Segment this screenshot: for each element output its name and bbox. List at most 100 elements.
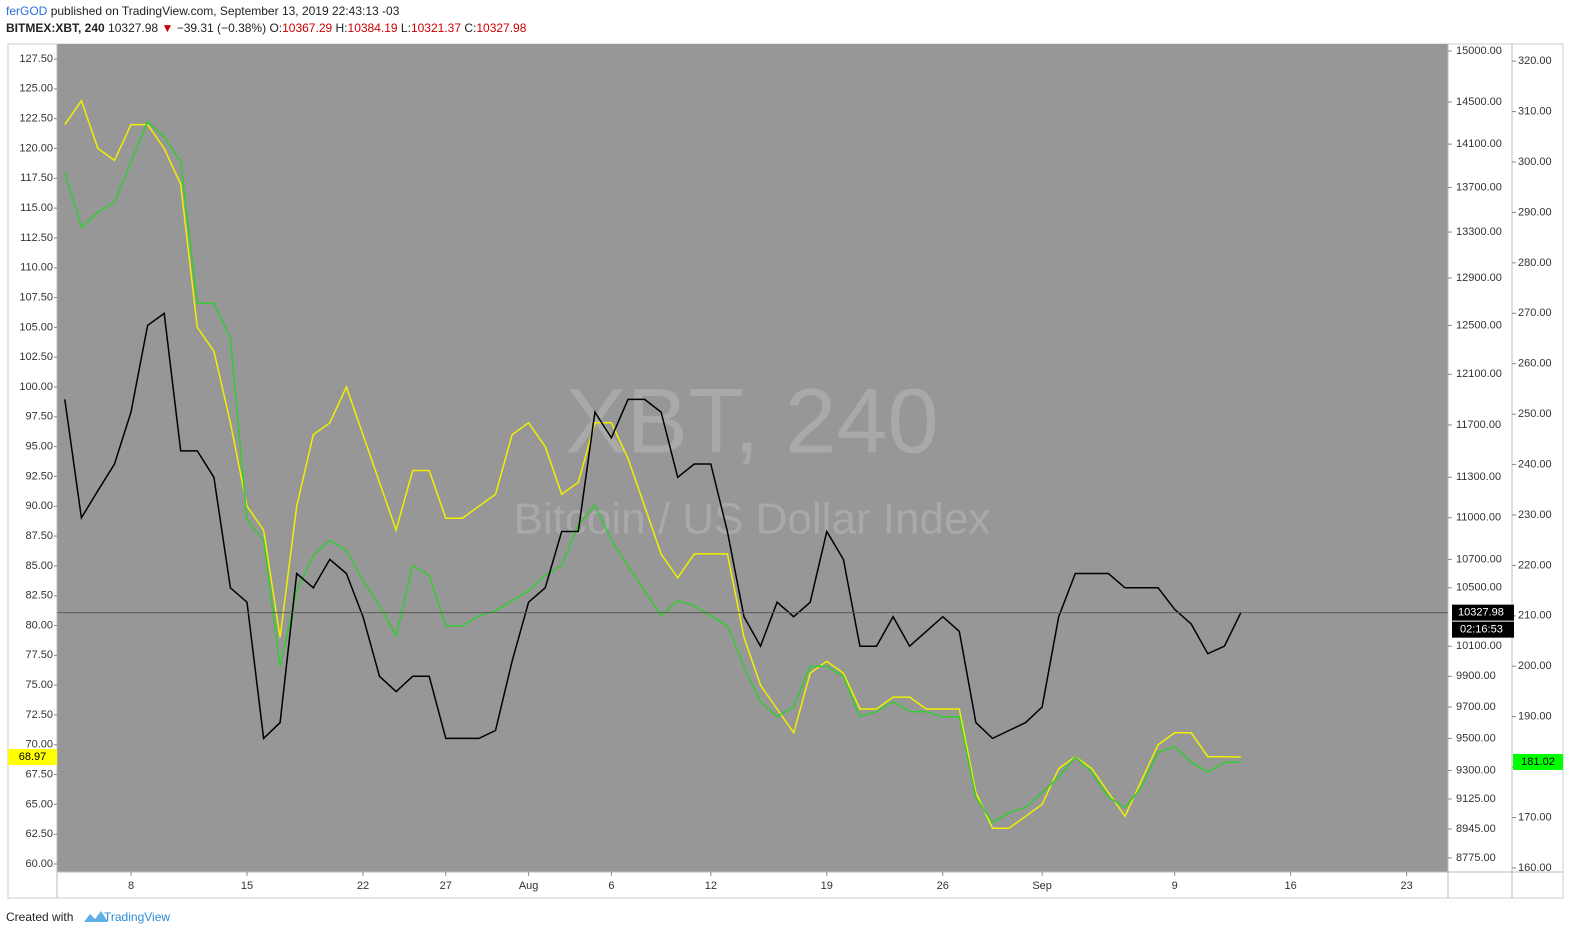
tick-label: 102.50	[19, 351, 53, 363]
tick-label: 11300.00	[1456, 471, 1501, 483]
x-tick-label: Aug	[519, 880, 539, 892]
x-tick-label: 6	[608, 880, 614, 892]
last-value-label: 68.97	[19, 751, 47, 763]
tick-label: 200.00	[1518, 660, 1552, 672]
tick-label: 100.00	[19, 381, 53, 393]
ohlc-2-label: L:	[401, 21, 411, 35]
header-line: ferGOD published on TradingView.com, Sep…	[6, 4, 400, 18]
tick-label: 10500.00	[1456, 582, 1502, 594]
x-tick-label: 16	[1285, 880, 1297, 892]
footer-text: Created with	[6, 910, 73, 924]
tick-label: 9300.00	[1456, 764, 1496, 776]
x-tick-label: 8	[128, 880, 134, 892]
x-tick-label: Sep	[1032, 880, 1052, 892]
x-tick-label: 12	[705, 880, 717, 892]
tick-label: 12900.00	[1456, 272, 1502, 284]
tick-label: 112.50	[20, 232, 53, 244]
symbol: BITMEX:XBT, 240	[6, 21, 105, 35]
plot-area	[57, 44, 1448, 872]
tick-label: 210.00	[1518, 610, 1552, 622]
tick-label: 160.00	[1518, 862, 1552, 874]
tick-label: 8945.00	[1456, 823, 1496, 835]
tick-label: 62.50	[25, 828, 53, 840]
tick-label: 115.00	[20, 202, 53, 214]
tick-label: 170.00	[1518, 811, 1552, 823]
symbol-line: BITMEX:XBT, 240 10327.98 ▼ −39.31 (−0.38…	[6, 21, 527, 35]
ohlc-0-value: 10367.29	[282, 21, 332, 35]
tick-label: 65.00	[25, 798, 53, 810]
tick-label: 9900.00	[1456, 670, 1496, 682]
countdown-label: 02:16:53	[1460, 624, 1503, 636]
tick-label: 220.00	[1518, 559, 1552, 571]
ohlc-2-value: 10321.37	[411, 21, 461, 35]
tick-label: 9500.00	[1456, 732, 1496, 744]
ohlc-1-value: 10384.19	[348, 21, 398, 35]
tick-label: 12100.00	[1456, 368, 1502, 380]
tick-label: 10100.00	[1456, 640, 1502, 652]
tick-label: 67.50	[25, 768, 53, 780]
tick-label: 82.50	[25, 590, 53, 602]
tick-label: 105.00	[19, 321, 53, 333]
last-value-label: 181.02	[1521, 756, 1555, 768]
tick-label: 260.00	[1518, 358, 1552, 370]
tick-label: 9700.00	[1456, 701, 1496, 713]
tick-label: 300.00	[1518, 156, 1552, 168]
ohlc-3-label: C:	[464, 21, 476, 35]
x-tick-label: 26	[937, 880, 949, 892]
tick-label: 95.00	[25, 441, 53, 453]
tick-label: 60.00	[25, 858, 53, 870]
tick-label: 10700.00	[1456, 553, 1502, 565]
tick-label: 122.50	[19, 113, 53, 125]
tick-label: 13700.00	[1456, 181, 1502, 193]
tick-label: 280.00	[1518, 257, 1552, 269]
x-tick-label: 27	[440, 880, 452, 892]
tick-label: 13300.00	[1456, 226, 1502, 238]
tick-label: 120.00	[19, 142, 53, 154]
tick-label: 90.00	[25, 500, 53, 512]
tick-label: 107.50	[19, 291, 53, 303]
tick-label: 14100.00	[1456, 138, 1502, 150]
tick-label: 290.00	[1518, 206, 1552, 218]
tick-label: 14500.00	[1456, 96, 1502, 108]
ohlc-1-label: H:	[336, 21, 348, 35]
published: published on TradingView.com, September …	[51, 4, 400, 18]
tick-label: 117.50	[20, 172, 53, 184]
tick-label: 72.50	[25, 709, 53, 721]
ohlc-0-label: O:	[269, 21, 282, 35]
tick-label: 77.50	[25, 649, 53, 661]
last-price-box	[1452, 604, 1514, 621]
tradingview-logo	[84, 911, 108, 922]
tick-label: 250.00	[1518, 408, 1552, 420]
change: −39.31 (−0.38%)	[177, 21, 266, 35]
x-tick-label: 22	[357, 880, 369, 892]
tick-label: 80.00	[25, 619, 53, 631]
watermark-subtitle: Bitcoin / US Dollar Index	[514, 495, 991, 544]
price: 10327.98	[108, 21, 158, 35]
series-line	[64, 312, 1242, 740]
tick-label: 87.50	[25, 530, 53, 542]
x-tick-label: 9	[1172, 880, 1178, 892]
tick-label: 11000.00	[1456, 512, 1501, 524]
tick-label: 320.00	[1518, 55, 1552, 67]
tick-label: 190.00	[1518, 711, 1552, 723]
tick-label: 85.00	[25, 560, 53, 572]
tick-label: 127.50	[19, 53, 53, 65]
x-tick-label: 15	[241, 880, 253, 892]
tick-label: 240.00	[1518, 458, 1552, 470]
footer-brand[interactable]: TradingView	[104, 910, 170, 924]
countdown-box	[1452, 621, 1514, 638]
last-value-box	[1513, 753, 1563, 770]
x-tick-label: 19	[821, 880, 833, 892]
author[interactable]: ferGOD	[6, 4, 48, 18]
tick-label: 97.50	[25, 411, 53, 423]
series-line	[64, 99, 1241, 829]
tick-label: 9125.00	[1456, 793, 1496, 805]
ohlc-3-value: 10327.98	[476, 21, 526, 35]
last-price-label: 10327.98	[1458, 607, 1504, 619]
tick-label: 92.50	[25, 470, 53, 482]
tick-label: 11700.00	[1456, 419, 1501, 431]
tick-label: 110.00	[20, 262, 53, 274]
tick-label: 75.00	[25, 679, 53, 691]
